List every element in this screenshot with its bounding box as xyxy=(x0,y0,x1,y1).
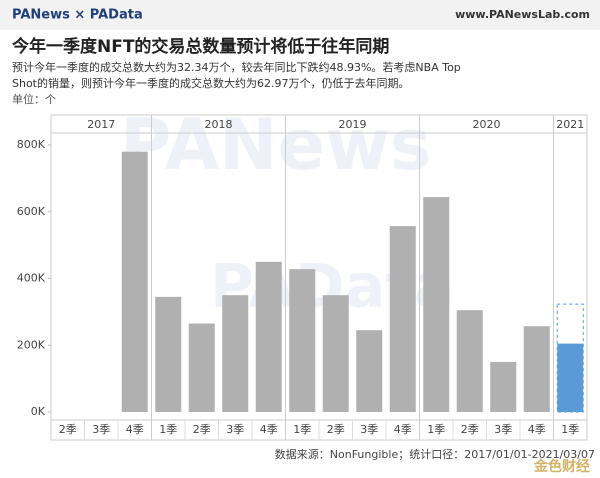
year-label: 2017 xyxy=(87,118,115,131)
y-tick-label: 600K xyxy=(17,205,46,218)
bar xyxy=(188,323,215,412)
bar xyxy=(523,326,550,412)
year-label: 2020 xyxy=(473,118,501,131)
source: 数据来源：NonFungible；统计口径：2017/01/01-2021/03… xyxy=(275,447,595,461)
bar xyxy=(356,330,383,412)
bar xyxy=(322,295,349,412)
bar xyxy=(289,269,316,412)
bar xyxy=(121,151,148,412)
x-tick-label: 2季 xyxy=(193,423,211,436)
bar xyxy=(155,296,182,412)
bar xyxy=(557,343,584,412)
y-tick-label: 0K xyxy=(31,405,46,418)
x-tick-label: 4季 xyxy=(126,423,144,436)
bar xyxy=(490,361,517,412)
bar xyxy=(389,226,416,412)
year-label: 2019 xyxy=(339,118,367,131)
x-tick-label: 2季 xyxy=(59,423,77,436)
y-tick-label: 400K xyxy=(17,272,46,285)
x-tick-label: 4季 xyxy=(394,423,412,436)
x-tick-label: 3季 xyxy=(92,423,110,436)
x-tick-label: 2季 xyxy=(461,423,479,436)
year-label: 2021 xyxy=(556,118,584,131)
unit-label: 单位：个 xyxy=(12,92,56,106)
x-tick-label: 2季 xyxy=(327,423,345,436)
watermark: PANews xyxy=(120,104,431,186)
year-label: 2018 xyxy=(205,118,233,131)
x-tick-label: 1季 xyxy=(427,423,445,436)
x-tick-label: 4季 xyxy=(528,423,546,436)
x-tick-label: 3季 xyxy=(494,423,512,436)
x-tick-label: 3季 xyxy=(360,423,378,436)
brand: PANews × PAData xyxy=(12,8,143,23)
header-bar xyxy=(0,0,600,30)
watermark: 金色财经 xyxy=(533,458,590,475)
x-tick-label: 1季 xyxy=(159,423,177,436)
x-tick-label: 4季 xyxy=(260,423,278,436)
bar xyxy=(255,261,282,412)
bar xyxy=(423,197,450,412)
y-tick-label: 200K xyxy=(17,338,46,351)
bar xyxy=(222,295,249,412)
y-tick-label: 800K xyxy=(17,138,46,151)
x-tick-label: 1季 xyxy=(293,423,311,436)
bar xyxy=(456,310,483,412)
subtitle: 预计今年一季度的成交总数大约为32.34万个，较去年同比下跌约48.93%。若考… xyxy=(12,60,461,74)
site: www.PANewsLab.com xyxy=(455,8,590,21)
x-tick-label: 3季 xyxy=(226,423,244,436)
chart-title: 今年一季度NFT的交易总数量预计将低于往年同期 xyxy=(12,36,389,57)
x-tick-label: 1季 xyxy=(561,423,579,436)
subtitle: Shot的销量，则预计今年一季度的成交总数大约为62.97万个，仍低于去年同期。 xyxy=(12,76,410,90)
